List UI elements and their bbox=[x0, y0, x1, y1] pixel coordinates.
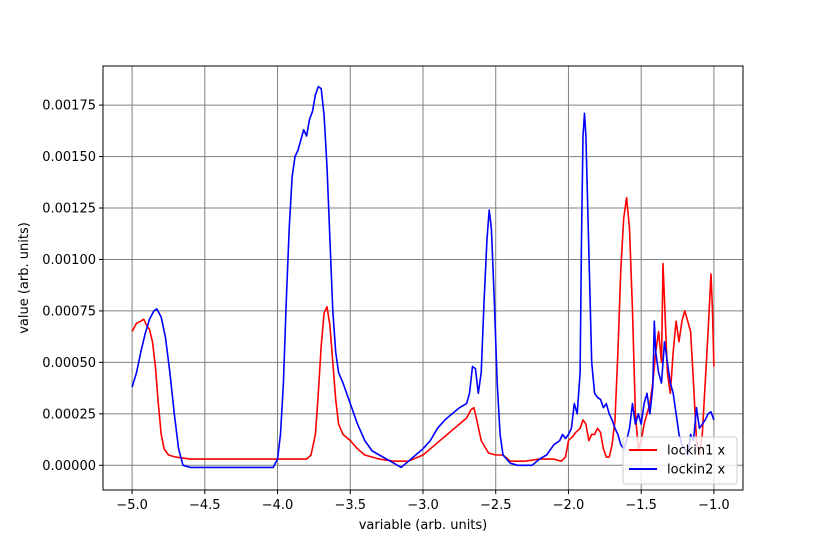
x-tick-label: −1.0 bbox=[698, 498, 730, 513]
y-tick-label: 0.00175 bbox=[42, 99, 96, 114]
y-tick-label: 0.00125 bbox=[42, 202, 96, 217]
series-line-2 bbox=[131, 85, 715, 469]
legend-label-lockin1: lockin1 x bbox=[667, 444, 725, 459]
y-tick-label: 0.00025 bbox=[42, 407, 96, 422]
x-axis-label: variable (arb. units) bbox=[359, 518, 488, 533]
x-tick-label: −1.5 bbox=[625, 498, 657, 513]
y-tick-label: 0.00150 bbox=[42, 150, 96, 165]
legend: lockin1 x lockin2 x bbox=[622, 436, 738, 485]
x-tick-label: −3.0 bbox=[407, 498, 439, 513]
series-lines bbox=[131, 85, 715, 469]
y-tick-label: 0.00075 bbox=[42, 304, 96, 319]
x-axis-ticks: −5.0 −4.5 −4.0 −3.5 −3.0 −2.5 −2.0 −1.5 −1.0 bbox=[116, 490, 730, 513]
y-tick-label: 0.00000 bbox=[42, 459, 96, 474]
legend-box bbox=[622, 436, 738, 485]
x-tick-label: −4.0 bbox=[262, 498, 294, 513]
y-tick-label: 0.00050 bbox=[42, 356, 96, 371]
grid bbox=[103, 66, 743, 490]
y-axis-label: value (arb. units) bbox=[17, 222, 32, 334]
x-tick-label: −3.5 bbox=[334, 498, 366, 513]
series-line-1 bbox=[131, 196, 715, 462]
legend-label-lockin2: lockin2 x bbox=[667, 463, 725, 478]
x-tick-label: −4.5 bbox=[189, 498, 221, 513]
x-tick-label: −2.0 bbox=[553, 498, 585, 513]
x-tick-label: −5.0 bbox=[116, 498, 148, 513]
y-axis-ticks: 0.00000 0.00025 0.00050 0.00075 0.00100 0.001… bbox=[42, 99, 103, 474]
x-tick-label: −2.5 bbox=[480, 498, 512, 513]
y-tick-label: 0.00100 bbox=[42, 253, 96, 268]
